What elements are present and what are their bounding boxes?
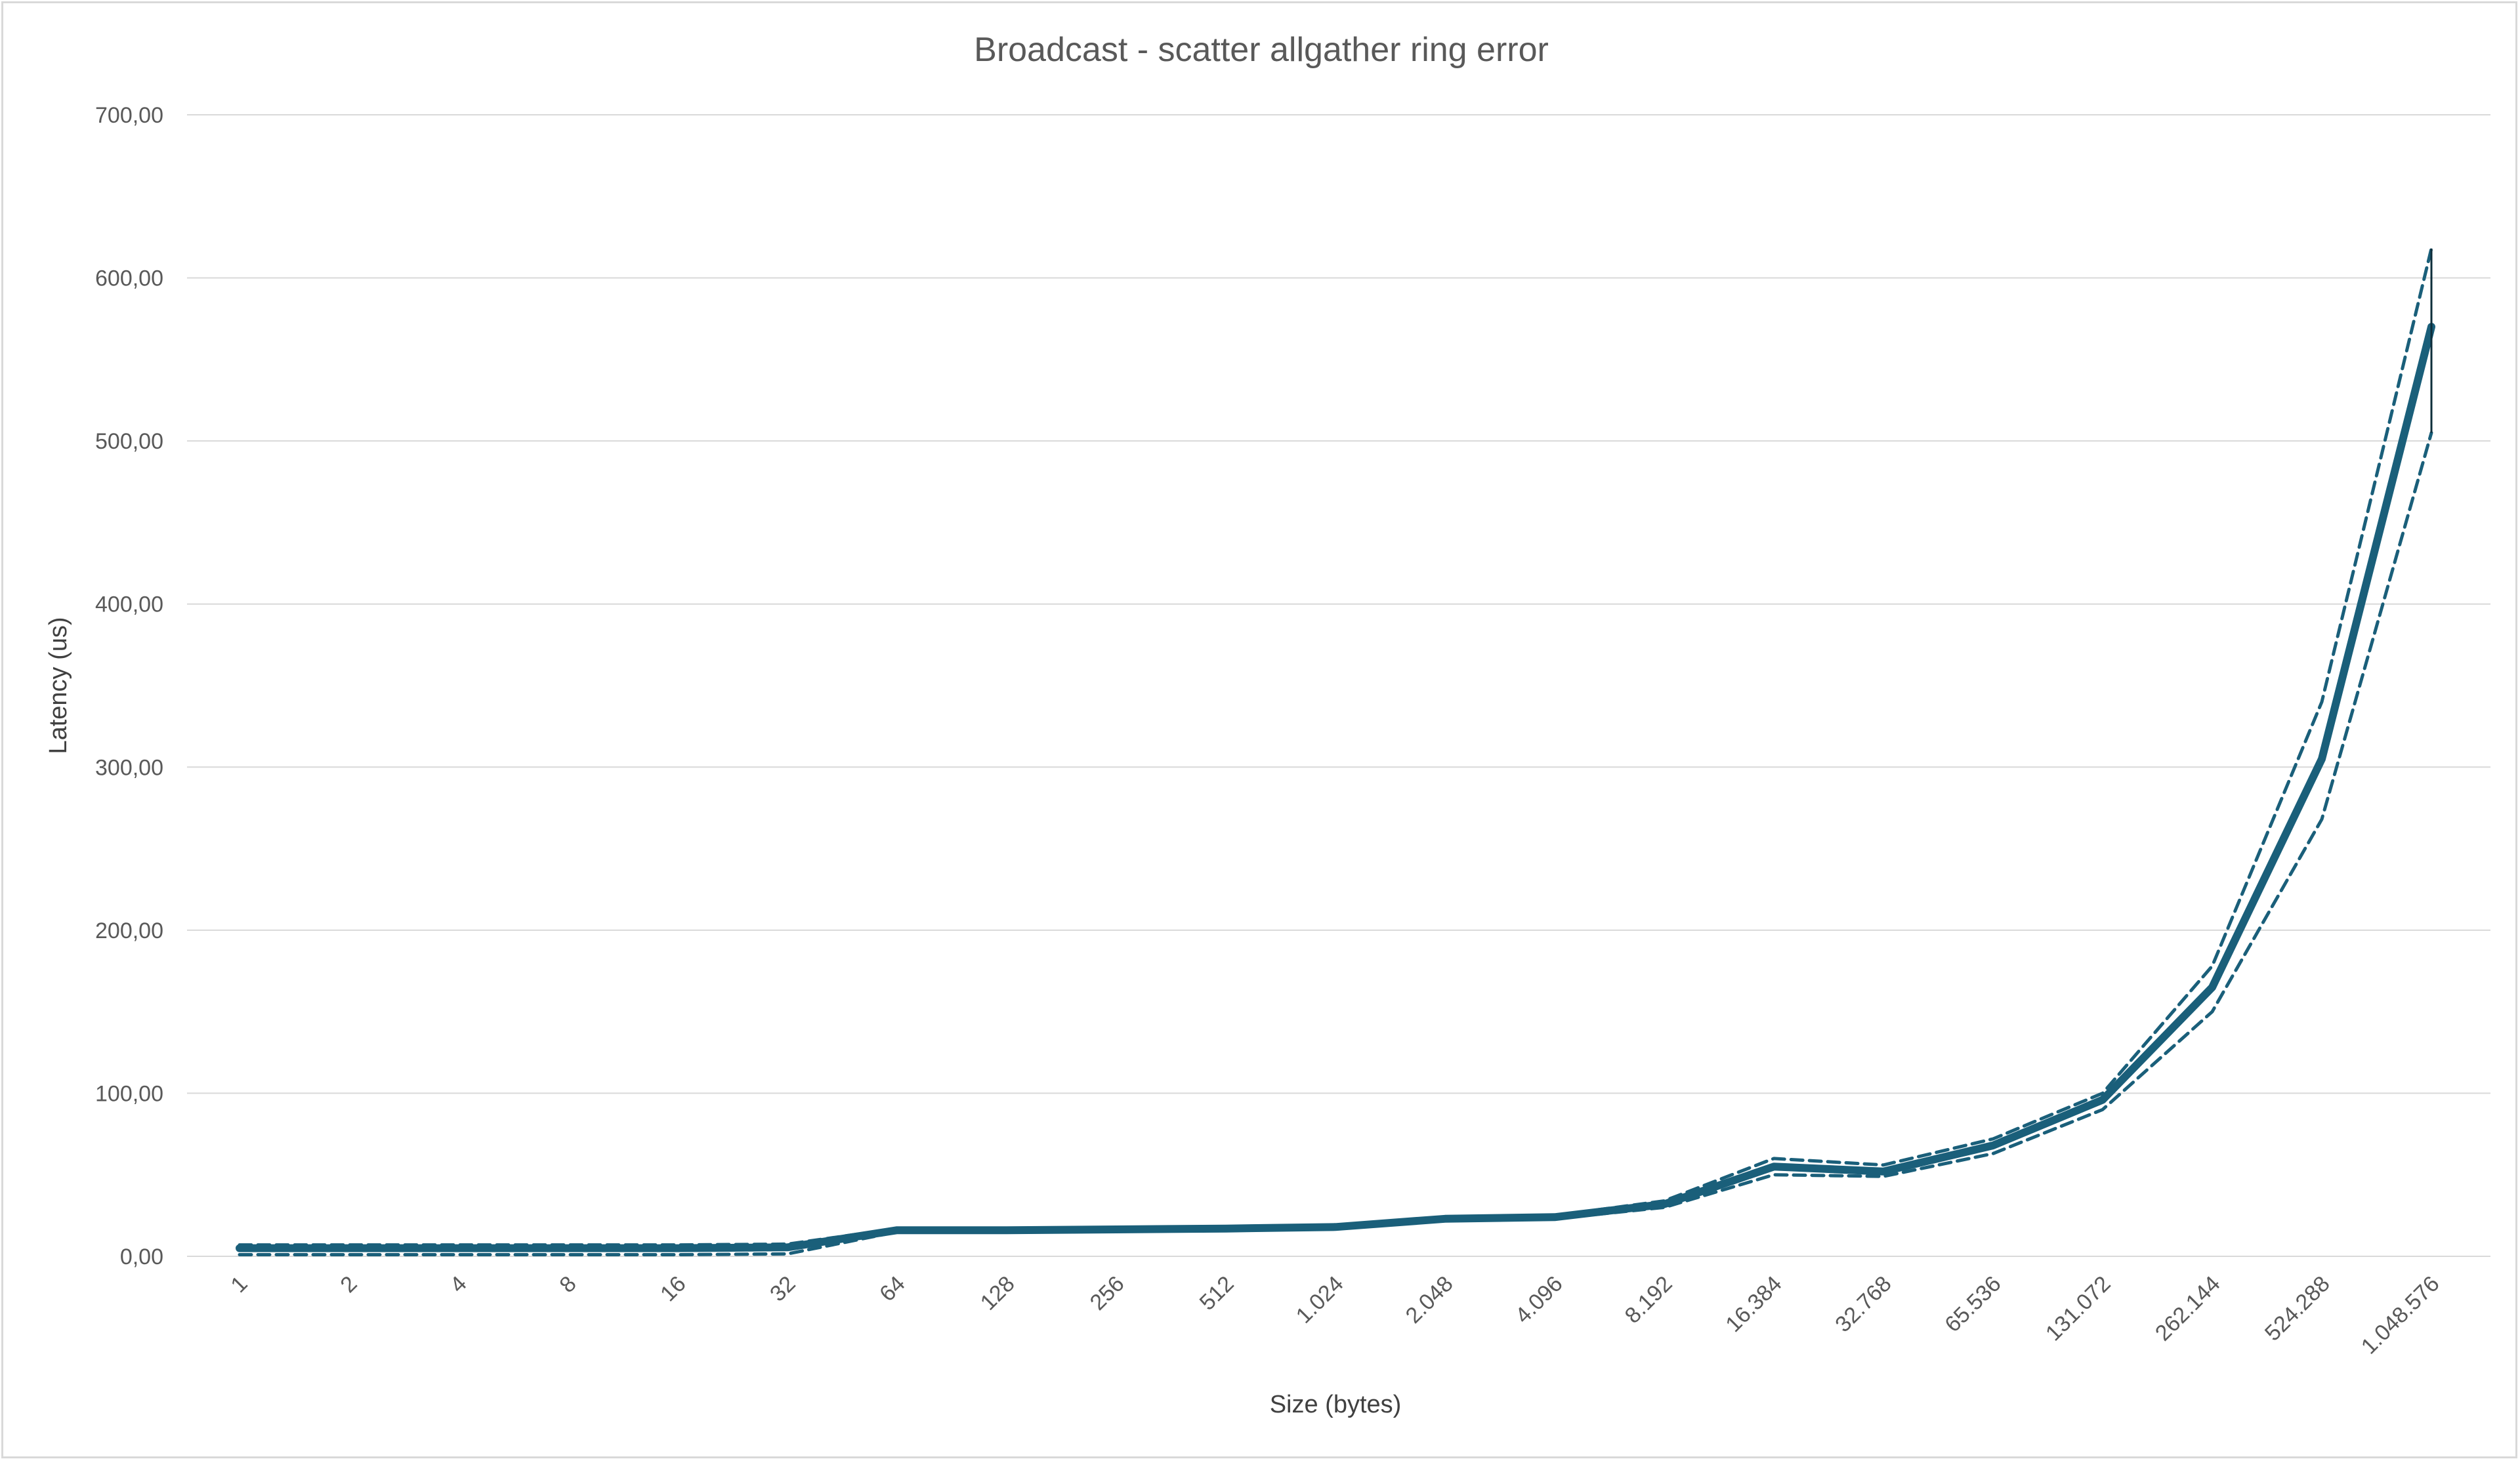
chart-title: Broadcast - scatter allgather ring error xyxy=(974,31,1549,69)
x-tick-label: 64 xyxy=(875,1271,910,1307)
series-line-mean xyxy=(236,323,2435,1252)
x-tick-label: 256 xyxy=(1085,1271,1129,1315)
y-axis-title: Latency (us) xyxy=(45,617,72,754)
y-tick-label: 600,00 xyxy=(95,266,163,291)
x-tick-label: 32 xyxy=(765,1271,801,1307)
x-tick-label: 1.048.576 xyxy=(2357,1271,2445,1359)
y-axis-ticks: 0,00 100,00 200,00 300,00 400,00 500,00 600,00… xyxy=(95,103,163,1269)
x-tick-label: 512 xyxy=(1195,1271,1239,1315)
y-tick-label: 300,00 xyxy=(95,755,163,780)
x-tick-label: 16 xyxy=(656,1271,691,1307)
x-tick-label: 8 xyxy=(555,1271,581,1298)
series-line-lower-bound xyxy=(238,431,2433,1256)
gridlines xyxy=(187,114,2490,1257)
x-tick-label: 262.144 xyxy=(2151,1271,2225,1346)
y-tick-label: 100,00 xyxy=(95,1081,163,1106)
x-axis-ticks: 1 2 4 8 16 32 64 128 256 512 1.024 2.048 4.096 8.192 1… xyxy=(226,1271,2444,1359)
y-tick-label: 500,00 xyxy=(95,429,163,454)
x-tick-label: 2.048 xyxy=(1401,1271,1458,1328)
x-tick-label: 1 xyxy=(226,1271,252,1298)
x-axis-title: Size (bytes) xyxy=(1270,1391,1402,1418)
y-tick-label: 200,00 xyxy=(95,918,163,943)
x-tick-label: 524.288 xyxy=(2260,1271,2335,1346)
x-tick-label: 1.024 xyxy=(1292,1271,1349,1328)
series-layer xyxy=(236,247,2435,1256)
y-tick-label: 400,00 xyxy=(95,592,163,617)
x-tick-label: 4 xyxy=(445,1271,471,1298)
x-tick-label: 16.384 xyxy=(1721,1271,1786,1337)
x-tick-label: 131.072 xyxy=(2041,1271,2116,1346)
x-tick-label: 128 xyxy=(976,1271,1020,1315)
y-tick-label: 700,00 xyxy=(95,103,163,128)
x-tick-label: 8.192 xyxy=(1620,1271,1677,1328)
x-tick-label: 32.768 xyxy=(1830,1271,1896,1337)
x-tick-label: 65.536 xyxy=(1940,1271,2006,1337)
line-chart: 0,00 100,00 200,00 300,00 400,00 500,00 600,00… xyxy=(45,31,2490,1418)
x-tick-label: 2 xyxy=(335,1271,362,1298)
x-tick-label: 4.096 xyxy=(1511,1271,1568,1328)
y-tick-label: 0,00 xyxy=(120,1245,163,1269)
